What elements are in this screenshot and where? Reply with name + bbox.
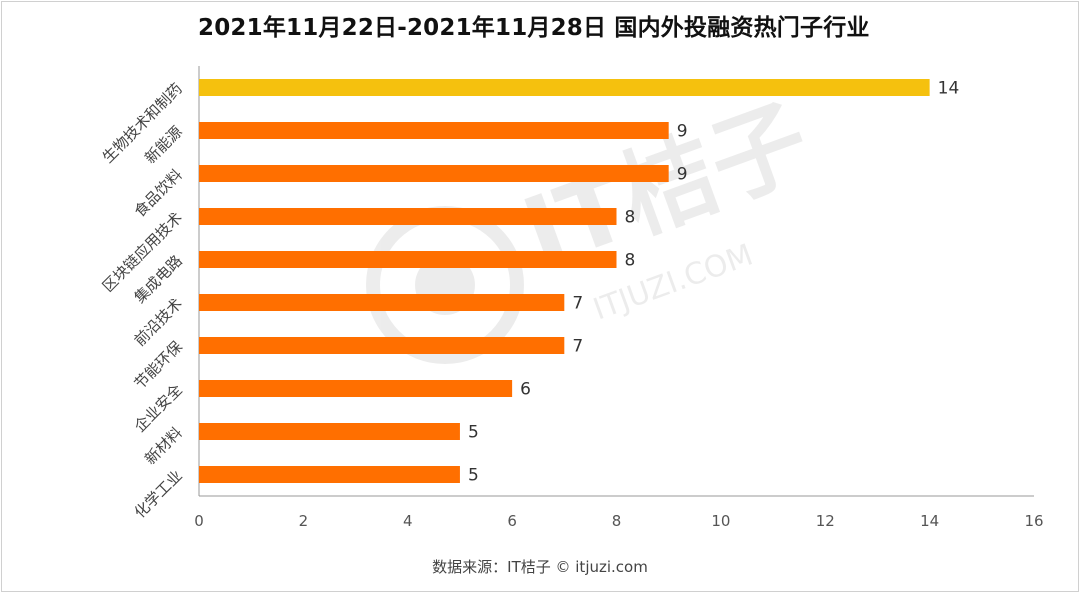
bar-value-label: 5 — [468, 466, 479, 486]
bar-value-label: 6 — [520, 380, 531, 400]
x-tick-label: 10 — [711, 512, 730, 530]
y-tick-label: 化学工业 — [131, 467, 186, 522]
bar-value-label: 5 — [468, 423, 479, 443]
bar-value-label: 9 — [677, 165, 688, 185]
bar — [199, 294, 565, 311]
bar — [199, 251, 617, 268]
bar — [199, 466, 460, 483]
bar-value-label: 8 — [625, 251, 636, 271]
bar-value-label: 8 — [625, 208, 636, 228]
bar-value-label: 9 — [677, 122, 688, 142]
bar — [199, 79, 930, 96]
bar-value-label: 7 — [572, 294, 583, 314]
x-tick-label: 14 — [920, 512, 939, 530]
bars — [199, 79, 930, 483]
x-tick-label: 16 — [1024, 512, 1043, 530]
bar — [199, 165, 669, 182]
bar-value-label: 7 — [572, 337, 583, 357]
data-source-note: 数据来源：IT桔子 © itjuzi.com — [432, 558, 648, 576]
x-tick-label: 12 — [816, 512, 835, 530]
bar-value-labels: 14 9 9 8 8 7 7 6 5 5 — [468, 79, 959, 486]
x-tick-label: 2 — [299, 512, 309, 530]
bar — [199, 380, 513, 397]
bar-value-label: 14 — [938, 79, 960, 99]
x-tick-label: 8 — [612, 512, 622, 530]
y-tick-label: 食品饮料 — [131, 166, 186, 221]
chart-title: 2021年11月22日-2021年11月28日 国内外投融资热门子行业 — [198, 15, 870, 41]
bar — [199, 423, 460, 440]
bar — [199, 208, 617, 225]
x-tick-label: 6 — [507, 512, 517, 530]
bar — [199, 337, 565, 354]
x-tick-labels: 0 2 4 6 8 10 12 14 16 — [194, 512, 1043, 530]
x-tick-label: 4 — [403, 512, 413, 530]
x-tick-label: 0 — [194, 512, 204, 530]
bar — [199, 122, 669, 139]
y-tick-labels: 生物技术和制药新能源食品饮料区块链应用技术集成电路前沿技术节能环保企业安全新材料… — [99, 80, 186, 522]
